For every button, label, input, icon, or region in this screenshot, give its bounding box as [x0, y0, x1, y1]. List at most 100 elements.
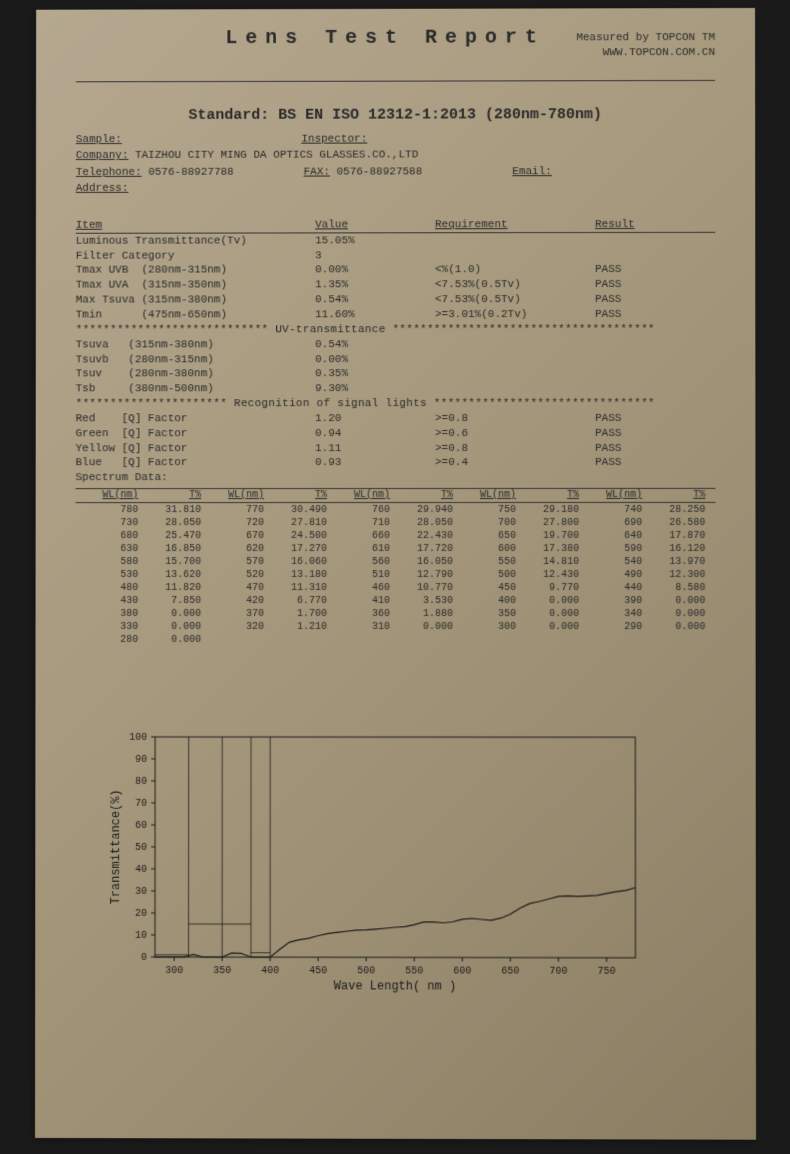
- main-rows: Luminous Transmittance(Tv)15.05%Filter C…: [76, 234, 716, 324]
- spectrum-cell: 28.050: [390, 517, 453, 530]
- table-row: Luminous Transmittance(Tv)15.05%: [76, 234, 715, 250]
- spectrum-cell: 26.580: [642, 517, 705, 530]
- svg-text:Transmittance(%): Transmittance(%): [109, 789, 123, 904]
- spectrum-cell: 10.770: [390, 582, 453, 595]
- cell-value: 0.93: [315, 456, 435, 471]
- spectrum-cell: 710: [327, 517, 390, 530]
- spectrum-cell: 3.530: [390, 595, 453, 608]
- spectrum-cell: 680: [75, 530, 138, 543]
- spectrum-cell: 31.810: [138, 504, 201, 517]
- spectrum-cell: [390, 634, 453, 647]
- spectrum-cell: 380: [75, 608, 138, 621]
- table-row: Tsuvb (280nm-315nm)0.00%: [76, 352, 716, 367]
- cell-item: Tmax UVB (280nm-315nm): [76, 264, 315, 279]
- uv-separator: **************************** UV-transmit…: [76, 323, 716, 339]
- svg-text:700: 700: [549, 965, 567, 976]
- spectrum-cell: 1.210: [264, 621, 327, 634]
- spectrum-cell: 0.000: [642, 595, 705, 608]
- table-row: Tmax UVA (315nm-350nm)1.35%<7.53%(0.5Tv)…: [76, 278, 716, 294]
- cell-item: Tmax UVA (315nm-350nm): [76, 279, 315, 294]
- cell-item: Blue [Q] Factor: [76, 457, 316, 472]
- cell-value: 9.30%: [315, 382, 435, 397]
- cell-result: PASS: [595, 441, 695, 456]
- cell-item: Yellow [Q] Factor: [76, 442, 316, 457]
- telephone-label: Telephone:: [76, 167, 142, 179]
- table-row: Tsuva (315nm-380nm)0.54%: [76, 338, 716, 353]
- spectrum-cell: 0.000: [138, 634, 201, 647]
- spectrum-cell: [264, 634, 327, 647]
- cell-item: Tsuva (315nm-380nm): [76, 338, 315, 353]
- spectrum-cell: 16.850: [138, 543, 201, 556]
- cell-item: Green [Q] Factor: [76, 427, 315, 442]
- table-row: Red [Q] Factor1.20>=0.8PASS: [76, 412, 716, 427]
- spectrum-cell: 16.120: [642, 543, 705, 556]
- spectrum-cell: 29.940: [390, 504, 453, 517]
- spectrum-cell: 0.000: [642, 608, 705, 621]
- spectrum-cell: 28.050: [138, 517, 201, 530]
- spectrum-col-header: T%: [390, 490, 453, 501]
- spectrum-row: 3800.0003701.7003601.8803500.0003400.000: [75, 608, 715, 621]
- measured-by: Measured by TOPCON TM: [576, 31, 715, 47]
- report-title: Lens Test Report: [76, 26, 545, 50]
- spectrum-cell: 13.620: [138, 569, 201, 582]
- spectrum-col-header: WL(nm): [76, 490, 139, 501]
- cell-req: >=0.8: [435, 442, 595, 457]
- spectrum-cell: 25.470: [138, 530, 201, 543]
- spectrum-cell: 410: [327, 595, 390, 608]
- cell-value: 1.11: [315, 442, 435, 457]
- spectrum-cell: 370: [201, 608, 264, 621]
- company: TAIZHOU CITY MING DA OPTICS GLASSES.CO.,…: [135, 150, 418, 162]
- spectrum-cell: 16.060: [264, 556, 327, 569]
- svg-text:60: 60: [135, 820, 147, 831]
- spectrum-cell: 17.870: [642, 530, 705, 543]
- spectrum-cell: 550: [453, 556, 516, 569]
- svg-text:20: 20: [135, 908, 147, 919]
- fax: 0576-88927588: [337, 166, 423, 178]
- spectrum-cell: 300: [453, 621, 516, 634]
- cell-value: 0.54%: [315, 293, 435, 308]
- spectrum-row: 58015.70057016.06056016.05055014.8105401…: [75, 556, 715, 569]
- spectrum-cell: 1.700: [264, 608, 327, 621]
- spectrum-cell: [579, 634, 642, 647]
- spectrum-row: 73028.05072027.81071028.05070027.8006902…: [75, 517, 715, 530]
- cell-result: [595, 248, 695, 263]
- spectrum-cell: 1.880: [390, 608, 453, 621]
- spectrum-cell: 530: [75, 569, 138, 582]
- spectrum-cell: 720: [201, 517, 264, 530]
- spectrum-cell: 750: [453, 504, 516, 517]
- meta-block: Sample: Inspector: Company: TAIZHOU CITY…: [76, 131, 715, 198]
- spectrum-row: 4307.8504206.7704103.5304000.0003900.000: [75, 595, 715, 608]
- table-headers: Item Value Requirement Result: [76, 219, 715, 232]
- spectrum-col-header: WL(nm): [327, 490, 390, 501]
- cell-value: 0.35%: [315, 367, 435, 382]
- spectrum-cell: 0.000: [138, 621, 201, 634]
- cell-req: <%(1.0): [435, 263, 595, 278]
- spectrum-cell: 630: [75, 543, 138, 556]
- spectrum-body: 78031.81077030.49076029.94075029.1807402…: [75, 504, 715, 647]
- spectrum-cell: [201, 634, 264, 647]
- spectrum-col-header: T%: [138, 490, 201, 501]
- report-page: Lens Test Report Measured by TOPCON TM W…: [35, 8, 756, 1140]
- cell-value: 0.94: [315, 427, 435, 442]
- svg-text:30: 30: [135, 886, 147, 897]
- spectrum-cell: 500: [453, 569, 516, 582]
- signal-separator: ********************** Recognition of si…: [76, 397, 716, 412]
- cell-result: PASS: [595, 427, 695, 442]
- spectrum-cell: 15.700: [138, 556, 201, 569]
- spectrum-cell: 12.300: [642, 569, 705, 582]
- spectrum-cell: 19.700: [516, 530, 579, 543]
- cell-value: 11.60%: [315, 308, 435, 323]
- spectrum-col-header: WL(nm): [201, 490, 264, 501]
- spectrum-cell: 11.310: [264, 582, 327, 595]
- inspector-label: Inspector:: [301, 133, 367, 145]
- spectrum-row: 2800.000: [75, 634, 715, 647]
- cell-req: <7.53%(0.5Tv): [435, 293, 595, 308]
- spectrum-cell: [327, 634, 390, 647]
- cell-value: 1.20: [315, 412, 435, 427]
- spectrum-cell: 17.270: [264, 543, 327, 556]
- spectrum-col-header: WL(nm): [579, 490, 642, 501]
- cell-result: PASS: [595, 412, 695, 427]
- spectrum-cell: 580: [75, 556, 138, 569]
- cell-result: [595, 234, 695, 249]
- cell-value: 0.00%: [315, 264, 435, 279]
